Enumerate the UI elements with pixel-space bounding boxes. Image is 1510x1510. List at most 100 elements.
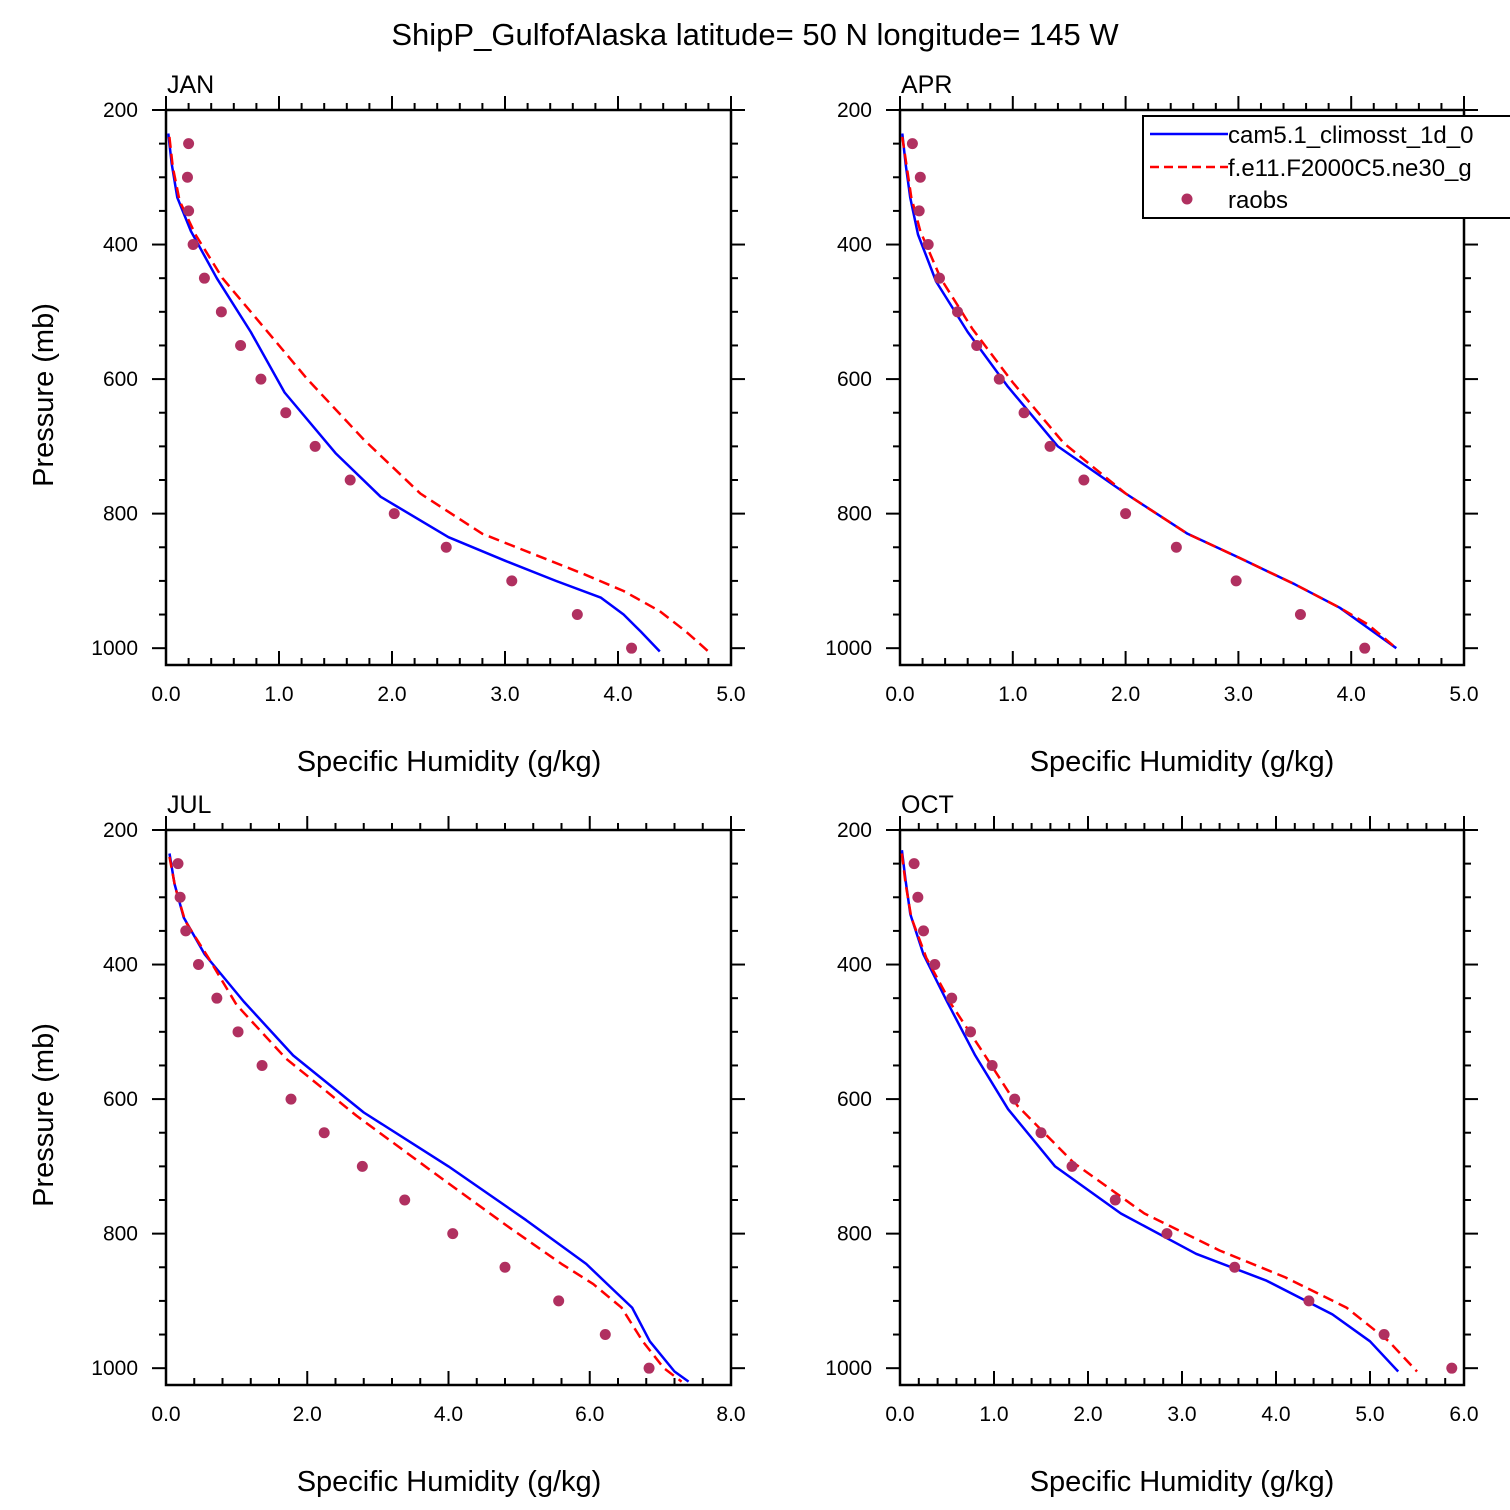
y-tick-label: 1000 xyxy=(91,1357,138,1380)
legend-label-model-b: f.e11.F2000C5.ne30_g xyxy=(1228,155,1472,182)
panel-title: JAN xyxy=(167,71,214,99)
plot-frame xyxy=(898,828,1466,1387)
raobs-point xyxy=(356,1160,368,1172)
x-tick-label: 1.0 xyxy=(979,1403,1008,1426)
raobs-point xyxy=(922,239,934,251)
raobs-point xyxy=(643,1362,655,1374)
y-tick-label: 600 xyxy=(837,1088,872,1111)
raobs-point xyxy=(181,171,193,183)
raobs-point xyxy=(388,508,400,520)
raobs-point xyxy=(187,239,199,251)
y-tick-label: 400 xyxy=(837,234,872,257)
raobs-point xyxy=(192,959,204,971)
legend-label-model-a: cam5.1_climosst_1d_0 xyxy=(1228,122,1473,149)
raobs-point xyxy=(172,858,184,870)
x-tick-label: 2.0 xyxy=(1111,683,1140,706)
y-tick-label: 200 xyxy=(837,819,872,842)
raobs-point xyxy=(399,1194,411,1206)
x-tick-label: 6.0 xyxy=(1449,1403,1478,1426)
panel-jul: JUL Specific Humidity (g/kg) Pressure (m… xyxy=(28,791,746,1498)
raobs-point xyxy=(908,858,920,870)
raobs-point xyxy=(183,205,195,217)
x-tick-label: 6.0 xyxy=(575,1403,604,1426)
x-tick-label: 1.0 xyxy=(998,683,1027,706)
x-tick-label: 2.0 xyxy=(377,683,406,706)
raobs-point xyxy=(447,1228,459,1240)
raobs-point xyxy=(232,1026,244,1038)
panel-jan: JAN Specific Humidity (g/kg) Pressure (m… xyxy=(28,71,746,778)
raobs-point xyxy=(256,1059,268,1071)
raobs-point xyxy=(1066,1160,1078,1172)
raobs-point xyxy=(1359,642,1371,654)
raobs-point xyxy=(1170,541,1182,553)
x-tick-label: 2.0 xyxy=(1073,1403,1102,1426)
x-tick-label: 0.0 xyxy=(151,1403,180,1426)
panel-title: OCT xyxy=(901,791,954,819)
raobs-point xyxy=(971,339,983,351)
x-axis-title: Specific Humidity (g/kg) xyxy=(297,1466,602,1498)
legend-label-raobs: raobs xyxy=(1228,187,1288,214)
x-tick-label: 5.0 xyxy=(1355,1403,1384,1426)
x-tick-label: 0.0 xyxy=(151,683,180,706)
raobs-point xyxy=(1161,1228,1173,1240)
x-tick-label: 3.0 xyxy=(490,683,519,706)
x-axis-title: Specific Humidity (g/kg) xyxy=(1030,1466,1335,1498)
raobs-point xyxy=(255,373,267,385)
y-tick-label: 600 xyxy=(837,368,872,391)
raobs-point xyxy=(1035,1127,1047,1139)
main-title: ShipP_GulfofAlaska latitude= 50 N longit… xyxy=(391,17,1119,52)
panel-title: APR xyxy=(901,71,952,99)
panel-apr: APR Specific Humidity (g/kg) 0.0 1.0 2.0 3.… xyxy=(825,71,1478,778)
series-line-f-e11 xyxy=(168,136,710,653)
x-tick-label: 4.0 xyxy=(1337,683,1366,706)
raobs-point xyxy=(906,138,918,150)
plot-frame xyxy=(164,108,733,667)
y-tick-label: 600 xyxy=(103,1088,138,1111)
raobs-point xyxy=(309,440,321,452)
raobs-point xyxy=(986,1059,998,1071)
x-tick-label: 2.0 xyxy=(293,1403,322,1426)
raobs-point xyxy=(571,609,583,621)
raobs-point xyxy=(1018,407,1030,419)
raobs-point xyxy=(1044,440,1056,452)
raobs-point xyxy=(929,959,941,971)
raobs-point xyxy=(1294,609,1306,621)
raobs-point xyxy=(1230,575,1242,587)
raobs-point xyxy=(912,891,924,903)
x-tick-label: 4.0 xyxy=(434,1403,463,1426)
x-tick-label: 5.0 xyxy=(716,683,745,706)
x-tick-label: 5.0 xyxy=(1449,683,1478,706)
raobs-point xyxy=(952,306,964,318)
raobs-point xyxy=(1120,508,1132,520)
raobs-point xyxy=(599,1329,611,1341)
y-tick-label: 200 xyxy=(103,819,138,842)
raobs-point xyxy=(553,1295,565,1307)
raobs-point xyxy=(946,992,958,1004)
plot-frame xyxy=(898,108,1466,667)
y-tick-label: 200 xyxy=(103,99,138,122)
x-tick-label: 0.0 xyxy=(885,1403,914,1426)
y-tick-label: 400 xyxy=(103,954,138,977)
raobs-point xyxy=(215,306,227,318)
raobs-point xyxy=(1303,1295,1315,1307)
x-tick-label: 3.0 xyxy=(1167,1403,1196,1426)
raobs-point xyxy=(1378,1329,1390,1341)
series-line-cam5 xyxy=(901,133,1398,650)
series-line-cam5 xyxy=(168,853,690,1383)
y-tick-label: 1000 xyxy=(825,1357,872,1380)
raobs-point xyxy=(1109,1194,1121,1206)
x-tick-label: 4.0 xyxy=(1261,1403,1290,1426)
raobs-point xyxy=(933,272,945,284)
panel-title: JUL xyxy=(167,791,212,819)
raobs-point xyxy=(440,541,452,553)
raobs-point xyxy=(1446,1362,1458,1374)
x-tick-label: 3.0 xyxy=(1224,683,1253,706)
raobs-point xyxy=(1229,1261,1241,1273)
y-tick-label: 200 xyxy=(837,99,872,122)
y-tick-label: 400 xyxy=(103,234,138,257)
series-line-f-e11 xyxy=(168,856,683,1383)
x-tick-label: 8.0 xyxy=(716,1403,745,1426)
raobs-point xyxy=(993,373,1005,385)
raobs-point xyxy=(913,205,925,217)
